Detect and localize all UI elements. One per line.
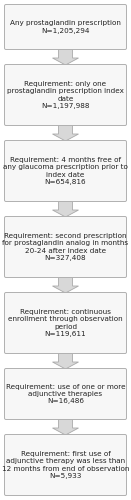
Polygon shape [53,125,78,141]
FancyBboxPatch shape [4,64,127,126]
Polygon shape [53,353,78,369]
Text: Any prostaglandin prescription
N=1,205,294: Any prostaglandin prescription N=1,205,2… [10,20,121,34]
FancyBboxPatch shape [4,4,127,50]
Text: Requirement: continuous
enrollment through observation
period
N=119,611: Requirement: continuous enrollment throu… [8,309,123,337]
Text: Requirement: 4 months free of
any glaucoma prescription prior to
index date
N=65: Requirement: 4 months free of any glauco… [3,157,128,185]
Polygon shape [53,201,78,217]
Polygon shape [53,277,78,293]
FancyBboxPatch shape [4,434,127,496]
FancyBboxPatch shape [4,292,127,354]
Polygon shape [53,419,78,435]
FancyBboxPatch shape [4,368,127,420]
FancyBboxPatch shape [4,216,127,278]
Polygon shape [53,49,78,65]
Text: Requirement: only one
prostaglandin prescription index
date
N=1,197,988: Requirement: only one prostaglandin pres… [7,81,124,109]
Text: Requirement: use of one or more
adjunctive therapies
N=16,486: Requirement: use of one or more adjuncti… [6,384,125,404]
FancyBboxPatch shape [4,140,127,202]
Text: Requirement: first use of
adjunctive therapy was less than
12 months from end of: Requirement: first use of adjunctive the… [2,451,129,479]
Text: Requirement: second prescription
for prostaglandin analog in months
20-24 after : Requirement: second prescription for pro… [2,233,129,261]
